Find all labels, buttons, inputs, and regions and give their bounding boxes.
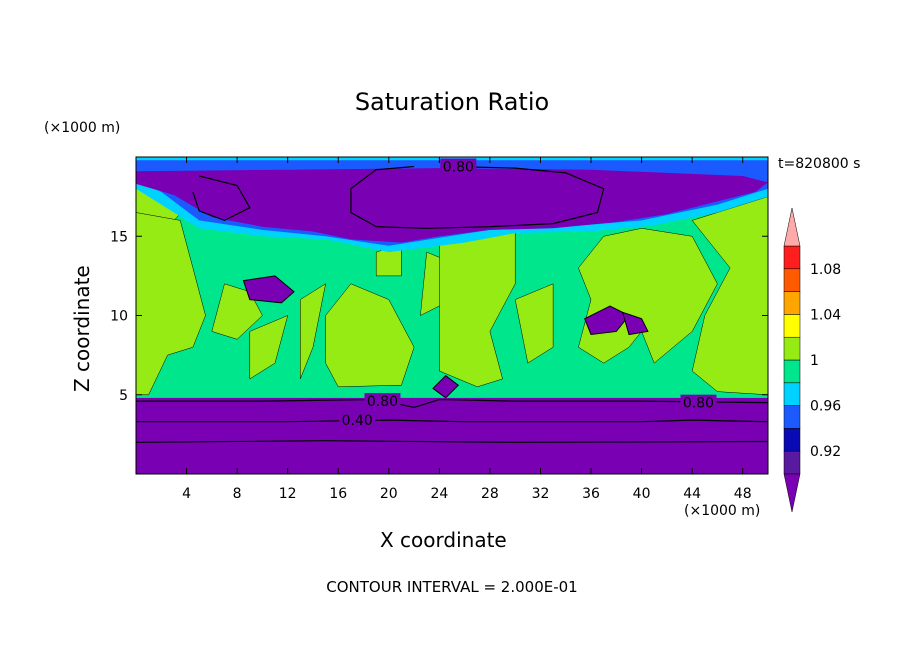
colorbar-tick-label: 0.96 [810, 399, 841, 415]
contour-line [192, 175, 251, 222]
contour-line [136, 440, 768, 443]
x-tick-label: 20 [380, 486, 398, 502]
contour-interval-note: CONTOUR INTERVAL = 2.000E-01 [326, 578, 578, 596]
x-tick-label: 8 [233, 486, 242, 502]
colorbar-swatch [783, 450, 801, 475]
colorbar-swatch [783, 359, 801, 384]
x-tick-label: 36 [582, 486, 600, 502]
contour-line [350, 165, 605, 229]
lower-dry-layer [136, 397, 768, 474]
supersaturated-region [325, 283, 415, 388]
upper-dry-layer [136, 168, 768, 243]
x-tick-label: 12 [279, 486, 297, 502]
colorbar-under-arrow [783, 473, 801, 513]
x-tick-label: 48 [734, 486, 752, 502]
colorbar-tick-label: 0.92 [810, 444, 841, 460]
colorbar-swatch [783, 268, 801, 292]
x-tick-label: 32 [532, 486, 550, 502]
supersaturated-region [300, 283, 326, 379]
colorbar-swatch [783, 428, 801, 452]
colorbar-swatch [783, 314, 801, 338]
plot-area: 0.80 0.80 0.40 0.80 [136, 157, 768, 474]
dry-pocket [242, 275, 295, 304]
chart-title: Saturation Ratio [354, 88, 550, 116]
contour-label: 0.40 [342, 413, 373, 429]
x-tick-label: 4 [182, 486, 191, 502]
colorbar-swatch [783, 245, 801, 270]
supersaturated-region [249, 315, 289, 380]
time-label: t=820800 s [778, 156, 861, 172]
contour-label: 0.80 [367, 394, 398, 410]
supersaturated-region [439, 228, 516, 388]
y-tick-label: 5 [119, 388, 128, 404]
dry-pocket [621, 311, 649, 336]
colorbar-swatch [783, 291, 801, 315]
contour-line [136, 398, 768, 409]
colorbar-tick-label: 1 [810, 353, 819, 369]
x-tick-label: 24 [430, 486, 448, 502]
x-tick-label: 28 [481, 486, 499, 502]
colorbar-tick-label: 1.08 [810, 262, 841, 278]
colorbar-swatch [783, 405, 801, 429]
colorbar-swatch [783, 336, 801, 361]
dry-pocket [432, 375, 460, 399]
contour-line [136, 419, 768, 423]
supersaturated-region [691, 196, 768, 396]
x-tick-label: 44 [683, 486, 701, 502]
colorbar-over-arrow [783, 207, 801, 247]
x-axis-unit: (×1000 m) [684, 503, 761, 519]
x-axis-label: X coordinate [380, 528, 507, 552]
supersaturated-region [514, 283, 554, 364]
y-tick-label: 10 [110, 309, 128, 325]
contour-label: 0.80 [443, 160, 474, 176]
colorbar-swatch [783, 382, 801, 406]
x-tick-label: 16 [329, 486, 347, 502]
y-tick-label: 15 [110, 229, 128, 245]
dry-pocket [584, 305, 630, 336]
contour-label: 0.80 [683, 396, 714, 412]
colorbar-tick-label: 1.04 [810, 307, 841, 323]
y-axis-unit: (×1000 m) [44, 120, 121, 136]
x-tick-label: 40 [633, 486, 651, 502]
